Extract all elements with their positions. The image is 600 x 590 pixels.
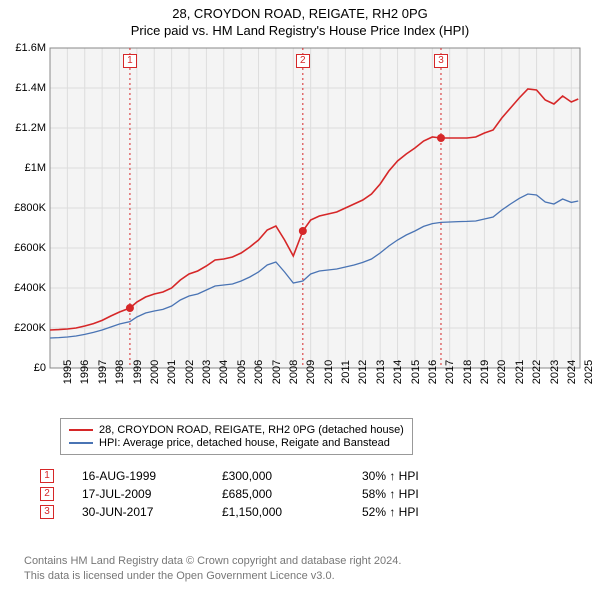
- x-tick-label: 2025: [571, 360, 595, 384]
- legend-label-property: 28, CROYDON ROAD, REIGATE, RH2 0PG (deta…: [99, 424, 404, 436]
- event-diff-2: 58% ↑ HPI: [362, 487, 482, 501]
- y-tick-label: £1.4M: [15, 82, 46, 94]
- chart-event-marker: 1: [123, 54, 137, 68]
- footer-attribution: Contains HM Land Registry data © Crown c…: [24, 554, 401, 584]
- y-tick-label: £600K: [14, 242, 46, 254]
- y-tick-label: £200K: [14, 322, 46, 334]
- y-tick-label: £1.6M: [15, 42, 46, 54]
- y-tick-label: £800K: [14, 202, 46, 214]
- event-marker-3: 3: [40, 505, 54, 519]
- chart-svg: [50, 48, 580, 368]
- chart-container: 28, CROYDON ROAD, REIGATE, RH2 0PG Price…: [0, 0, 600, 590]
- legend-item-hpi: HPI: Average price, detached house, Reig…: [69, 437, 404, 449]
- event-row-2: 2 17-JUL-2009 £685,000 58% ↑ HPI: [40, 487, 482, 501]
- event-date-1: 16-AUG-1999: [82, 469, 222, 483]
- legend-label-hpi: HPI: Average price, detached house, Reig…: [99, 437, 390, 449]
- event-price-1: £300,000: [222, 469, 362, 483]
- event-diff-1: 30% ↑ HPI: [362, 469, 482, 483]
- event-price-3: £1,150,000: [222, 505, 362, 519]
- legend-swatch-property: [69, 429, 93, 431]
- chart-event-marker: 2: [296, 54, 310, 68]
- footer-line-2: This data is licensed under the Open Gov…: [24, 569, 401, 584]
- y-tick-label: £1.2M: [15, 122, 46, 134]
- event-row-1: 1 16-AUG-1999 £300,000 30% ↑ HPI: [40, 469, 482, 483]
- event-price-2: £685,000: [222, 487, 362, 501]
- event-marker-1: 1: [40, 469, 54, 483]
- event-marker-2: 2: [40, 487, 54, 501]
- chart-event-marker: 3: [434, 54, 448, 68]
- y-tick-label: £1M: [25, 162, 46, 174]
- y-tick-label: £0: [34, 362, 46, 374]
- legend: 28, CROYDON ROAD, REIGATE, RH2 0PG (deta…: [60, 418, 413, 455]
- y-tick-label: £400K: [14, 282, 46, 294]
- legend-item-property: 28, CROYDON ROAD, REIGATE, RH2 0PG (deta…: [69, 424, 404, 436]
- title-address: 28, CROYDON ROAD, REIGATE, RH2 0PG: [0, 6, 600, 21]
- legend-swatch-hpi: [69, 442, 93, 444]
- event-row-3: 3 30-JUN-2017 £1,150,000 52% ↑ HPI: [40, 505, 482, 519]
- footer-line-1: Contains HM Land Registry data © Crown c…: [24, 554, 401, 569]
- title-subtitle: Price paid vs. HM Land Registry's House …: [0, 23, 600, 38]
- chart-plot-area: £0£200K£400K£600K£800K£1M£1.2M£1.4M£1.6M…: [50, 48, 580, 368]
- event-date-2: 17-JUL-2009: [82, 487, 222, 501]
- title-block: 28, CROYDON ROAD, REIGATE, RH2 0PG Price…: [0, 0, 600, 40]
- event-diff-3: 52% ↑ HPI: [362, 505, 482, 519]
- event-date-3: 30-JUN-2017: [82, 505, 222, 519]
- events-table: 1 16-AUG-1999 £300,000 30% ↑ HPI 2 17-JU…: [40, 465, 482, 523]
